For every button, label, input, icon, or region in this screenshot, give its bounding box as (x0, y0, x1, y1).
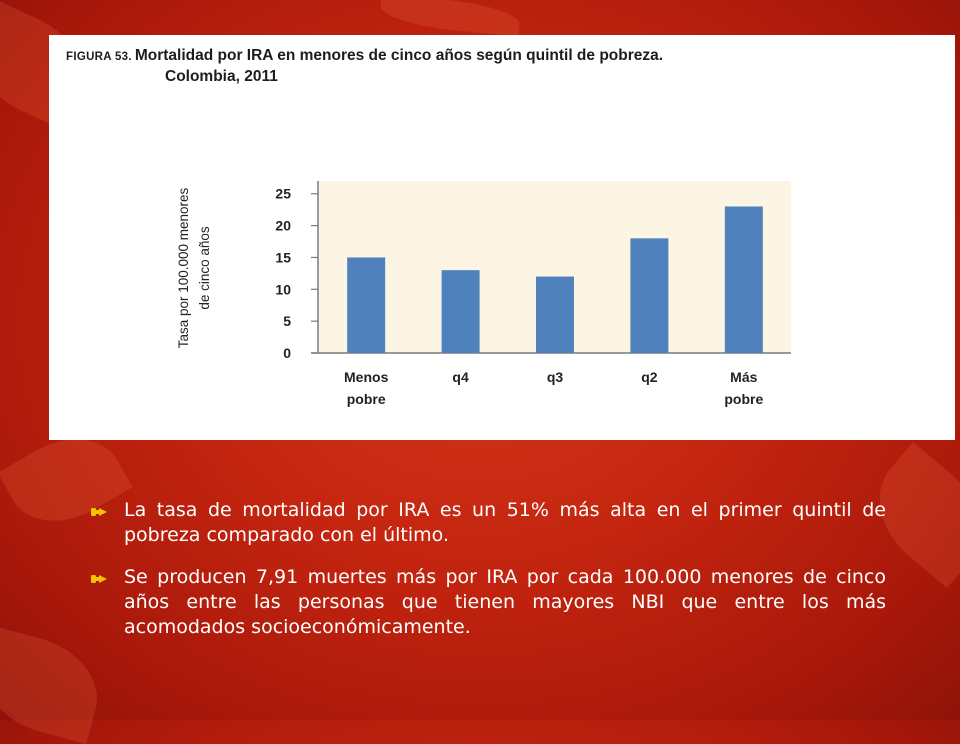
bullet-text: La tasa de mortalidad por IRA es un 51% … (124, 499, 886, 546)
bullet-text: Se producen 7,91 muertes más por IRA por… (124, 566, 886, 638)
x-tick-label: pobre (724, 391, 763, 407)
x-tick-label: q2 (641, 369, 658, 385)
y-tick-label: 15 (275, 249, 291, 265)
x-label-group: Menos pobre q4 q3 q2 Más pobre (344, 369, 763, 407)
y-tick-label: 25 (275, 186, 291, 202)
background-leaf-decoration (378, 0, 522, 37)
figure-panel: FIGURA 53. Mortalidad por IRA en menores … (49, 35, 955, 440)
y-tick-label: 20 (275, 218, 291, 234)
bar (630, 238, 669, 353)
bullet-list: La tasa de mortalidad por IRA es un 51% … (90, 498, 886, 657)
bar (347, 257, 386, 353)
bar (536, 276, 574, 353)
y-tick-label: 0 (283, 345, 291, 361)
x-tick-label: q4 (452, 369, 469, 385)
bullet-item: La tasa de mortalidad por IRA es un 51% … (90, 498, 886, 548)
figure-title-text: Mortalidad por IRA en menores de cinco a… (134, 47, 664, 64)
y-tick-label: 10 (275, 281, 291, 297)
bar (724, 206, 763, 353)
bar-chart: Tasa por 100.000 menores de cinco años 0… (176, 181, 791, 407)
y-axis-label-line1: Tasa por 100.000 menores (176, 187, 191, 348)
hand-pointing-icon (91, 508, 107, 516)
y-tick-group: 0 5 10 15 20 25 (275, 186, 318, 361)
figure-title: FIGURA 53. Mortalidad por IRA en menores … (66, 46, 926, 86)
bullet-item: Se producen 7,91 muertes más por IRA por… (90, 565, 886, 640)
hand-pointing-icon (91, 575, 107, 583)
x-tick-label: pobre (347, 391, 386, 407)
bar-group (347, 206, 763, 353)
figure-label: FIGURA 53. (66, 51, 132, 63)
figure-subtitle: Colombia, 2011 (165, 68, 278, 85)
y-tick-label: 5 (283, 313, 291, 329)
x-tick-label: Más (730, 369, 757, 385)
bar (441, 270, 480, 353)
x-tick-label: Menos (344, 369, 389, 385)
y-axis-label-line2: de cinco años (197, 226, 212, 310)
x-tick-label: q3 (547, 369, 564, 385)
